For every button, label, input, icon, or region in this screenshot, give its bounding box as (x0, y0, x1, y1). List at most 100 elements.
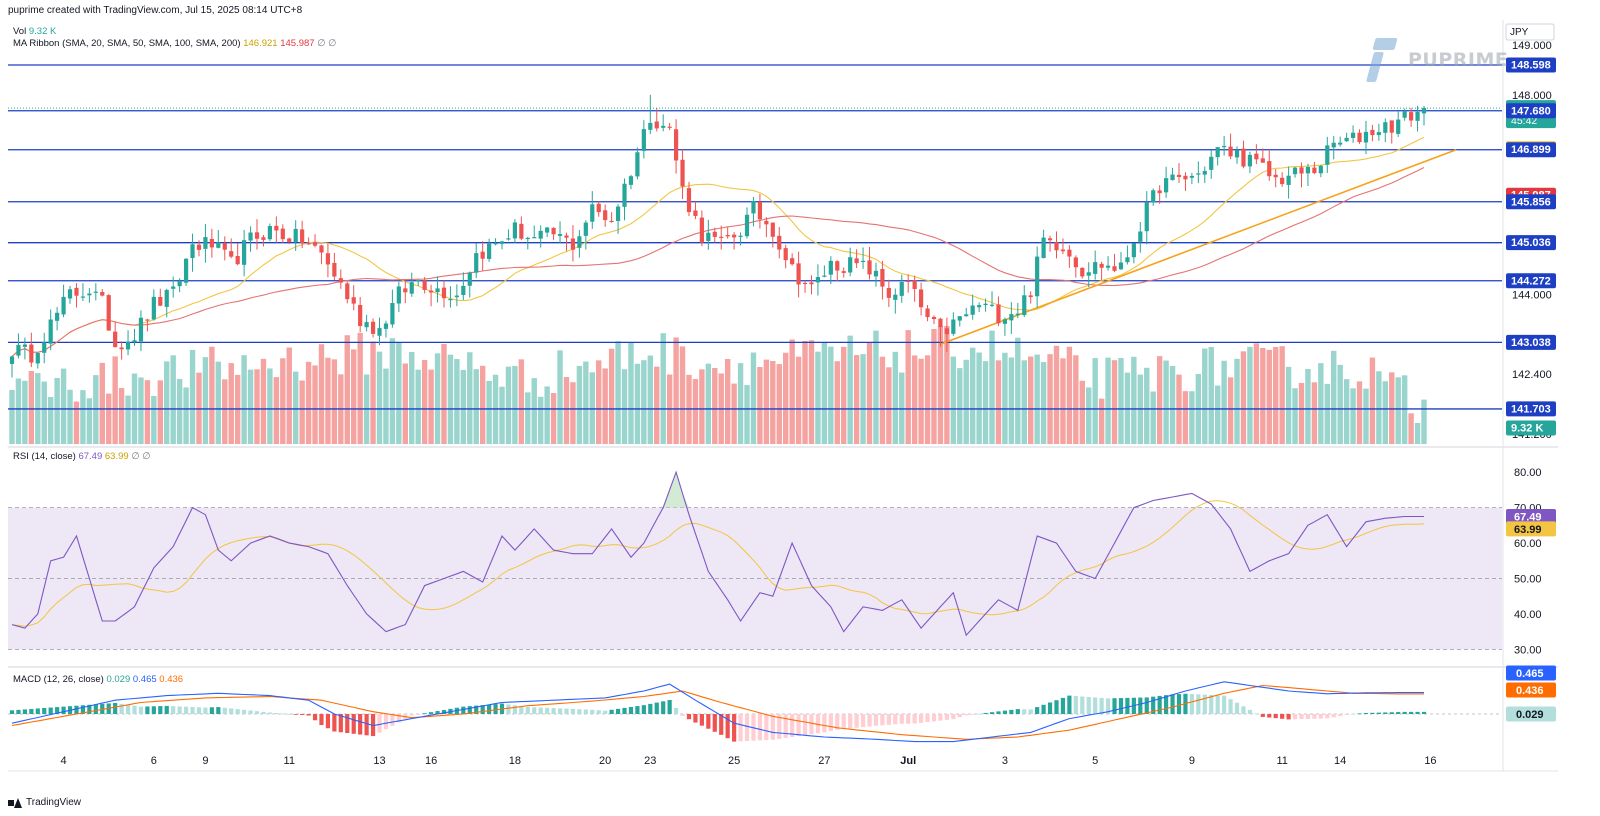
candle-body (235, 255, 240, 265)
macd-histogram-bar (190, 707, 195, 714)
candle-body (873, 270, 879, 277)
volume-bar (505, 366, 512, 444)
macd-histogram-bar (1409, 711, 1414, 714)
macd-legend[interactable]: MACD (12, 26, close) 0.029 0.465 0.436 (13, 674, 183, 685)
candle-body (512, 222, 518, 239)
macd-histogram-bar (261, 711, 266, 714)
time-axis-tick: 25 (728, 755, 740, 767)
macd-histogram-bar (957, 714, 962, 718)
candle-body (248, 232, 253, 241)
price-label-text: 145.856 (1511, 196, 1551, 208)
volume-bar (28, 370, 35, 444)
rsi-value-badge (1506, 521, 1556, 537)
candle-body (648, 122, 653, 130)
volume-bar (763, 359, 770, 444)
volume-bar (447, 354, 454, 444)
time-axis-tick: 11 (1276, 755, 1287, 767)
macd-histogram-bar (564, 708, 569, 714)
candle-body (996, 304, 1001, 324)
volume-bar (789, 339, 795, 444)
volume-bar (1111, 360, 1118, 444)
macd-histogram-bar (93, 704, 98, 714)
candle-body (1338, 142, 1343, 145)
volume-bar (944, 326, 950, 444)
volume-bar (1343, 379, 1350, 444)
volume-bar (950, 356, 957, 444)
candle-body (809, 282, 814, 285)
candle-body (1234, 150, 1240, 158)
macd-histogram-bar (1312, 714, 1317, 719)
candle-body (190, 244, 195, 259)
candle-body (828, 260, 833, 275)
price-label-text: 144.272 (1511, 275, 1551, 287)
macd-histogram-bar (1357, 713, 1362, 715)
macd-histogram-bar (583, 709, 588, 714)
volume-bar (1034, 354, 1040, 444)
volume-bar (1266, 349, 1272, 444)
price-label-badge (1506, 142, 1556, 158)
macd-histogram-bar (132, 705, 137, 714)
vol-legend[interactable]: Vol 9.32 K (13, 26, 56, 37)
rsi-legend[interactable]: RSI (14, close) 67.49 63.99 ∅ ∅ (13, 451, 151, 462)
volume-bar (1053, 345, 1060, 444)
macd-histogram-bar (828, 714, 833, 732)
candle-body (590, 204, 595, 222)
candle-body (1009, 314, 1014, 321)
macd-histogram-bar (1286, 714, 1291, 720)
volume-bar (351, 349, 357, 444)
macd-histogram-bar (706, 714, 711, 729)
rsi-overbought-fill (656, 472, 696, 508)
volume-bar (1098, 398, 1105, 444)
macd-histogram-bar (138, 706, 144, 714)
candle-body (229, 251, 234, 257)
candle-body (287, 238, 292, 242)
macd-histogram-bar (983, 712, 988, 714)
volume-bar (634, 363, 641, 444)
candle-body (113, 331, 118, 348)
rsi-axis-tick: 40.00 (1514, 609, 1542, 621)
volume-bar (544, 386, 550, 444)
candle-body (164, 289, 169, 307)
volume-bar (189, 349, 196, 444)
candle-body (1164, 178, 1169, 193)
macd-histogram-bar (1105, 698, 1111, 714)
volume-bar (486, 380, 492, 444)
macd-histogram-bar (964, 714, 969, 716)
time-axis-tick: 4 (61, 755, 67, 767)
volume-bar (821, 342, 828, 444)
macd-histogram-bar (893, 714, 898, 725)
macd-histogram-bar (428, 712, 434, 714)
tradingview-footer[interactable]: TradingView (8, 797, 81, 808)
candle-body (1060, 249, 1066, 252)
volume-bar (1150, 391, 1156, 444)
candle-body (383, 323, 389, 329)
macd-histogram-bar (590, 709, 595, 714)
candle-body (177, 281, 182, 287)
macd-histogram-bar (1164, 695, 1169, 714)
ma-ribbon-legend[interactable]: MA Ribbon (SMA, 20, SMA, 50, SMA, 100, S… (13, 38, 336, 49)
candle-body (699, 217, 704, 243)
candle-body (1151, 190, 1156, 203)
volume-bar (512, 365, 518, 444)
macd-histogram-bar (835, 714, 840, 730)
macd-histogram-bar (1292, 714, 1298, 720)
macd-histogram-bar (1028, 709, 1033, 714)
price-axis-tick: 149.000 (1512, 40, 1552, 52)
candle-body (312, 242, 318, 246)
candle-body (364, 322, 369, 328)
macd-histogram-bar (673, 707, 679, 714)
macd-histogram-bar (635, 706, 640, 714)
macd-histogram-bar (512, 705, 518, 714)
candle-body (274, 225, 279, 231)
macd-histogram-bar (545, 707, 550, 714)
macd-histogram-bar (441, 709, 447, 714)
volume-bar (1279, 346, 1285, 444)
candle-body (854, 258, 859, 264)
candle-body (1383, 122, 1388, 133)
volume-bar (989, 330, 995, 444)
macd-histogram-bar (9, 710, 15, 714)
candle-body (1389, 120, 1394, 133)
macd-histogram-bar (358, 714, 363, 735)
volume-bar (1311, 382, 1318, 444)
